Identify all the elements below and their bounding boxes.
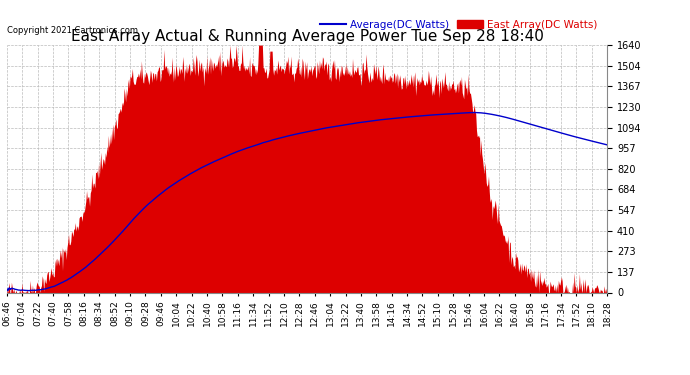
Title: East Array Actual & Running Average Power Tue Sep 28 18:40: East Array Actual & Running Average Powe…: [70, 29, 544, 44]
Legend: Average(DC Watts), East Array(DC Watts): Average(DC Watts), East Array(DC Watts): [315, 15, 602, 34]
Text: Copyright 2021 Cartronics.com: Copyright 2021 Cartronics.com: [7, 26, 138, 35]
